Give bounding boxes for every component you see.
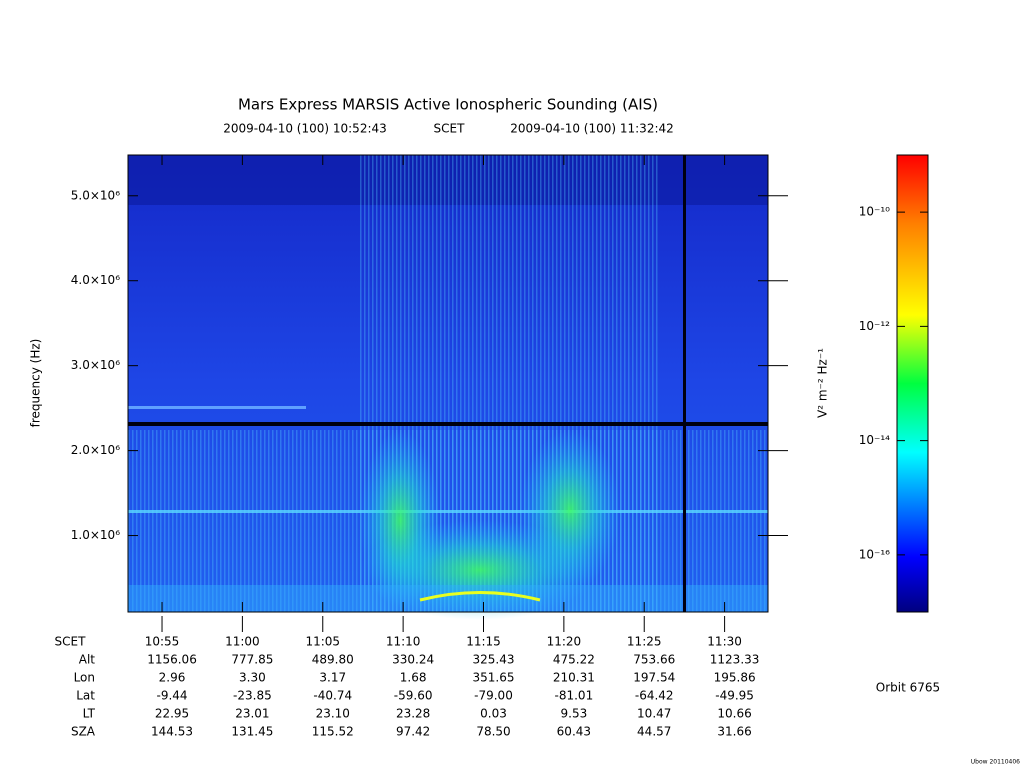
table-cell: 97.42 (396, 725, 430, 739)
chart-title: Mars Express MARSIS Active Ionospheric S… (238, 96, 658, 114)
start-time: 2009-04-10 (100) 10:52:43 (223, 122, 387, 136)
y-tick-label: 3.0×10⁶ (71, 358, 120, 372)
table-cell: 78.50 (476, 725, 510, 739)
table-row-label: LT (83, 707, 96, 721)
table-cell: -23.85 (233, 689, 272, 703)
table-cell: -40.74 (313, 689, 352, 703)
x-tick-label: 11:15 (466, 635, 501, 649)
colorbar-tick-label: 10⁻¹² (859, 319, 890, 333)
x-tick-label: 11:10 (386, 635, 421, 649)
table-cell: 1.68 (400, 671, 427, 685)
table-row-label: Lat (76, 689, 95, 703)
table-row-label: Alt (79, 653, 96, 667)
y-tick-label: 2.0×10⁶ (71, 443, 120, 457)
table-cell: 60.43 (557, 725, 591, 739)
table-cell: 23.01 (235, 707, 269, 721)
colorbar (896, 154, 929, 613)
table-row-label: SZA (71, 725, 96, 739)
table-cell: -79.00 (474, 689, 513, 703)
table-cell: 0.03 (480, 707, 507, 721)
table-row-label: SCET (55, 635, 87, 649)
table-cell: 22.95 (155, 707, 189, 721)
y-tick-label: 1.0×10⁶ (71, 528, 120, 542)
table-cell: 23.10 (316, 707, 350, 721)
table-cell: 197.54 (633, 671, 675, 685)
y-tick-label: 5.0×10⁶ (71, 188, 120, 202)
table-cell: 1156.06 (147, 653, 197, 667)
table-cell: 1123.33 (710, 653, 760, 667)
table-cell: 9.53 (561, 707, 588, 721)
table-cell: 475.22 (553, 653, 595, 667)
table-cell: 10.47 (637, 707, 671, 721)
table-cell: 2.96 (159, 671, 186, 685)
colorbar-tick-label: 10⁻¹⁰ (859, 205, 890, 219)
table-cell: 325.43 (472, 653, 514, 667)
table-cell: 131.45 (231, 725, 273, 739)
table-cell: 31.66 (717, 725, 751, 739)
scet-header: SCET (434, 122, 466, 136)
x-tick-label: 11:25 (627, 635, 662, 649)
x-tick-label: 11:30 (707, 635, 742, 649)
table-cell: 330.24 (392, 653, 434, 667)
table-cell: 489.80 (312, 653, 354, 667)
table-cell: 753.66 (633, 653, 675, 667)
table-cell: 44.57 (637, 725, 671, 739)
table-cell: 351.65 (472, 671, 514, 685)
colorbar-tick-label: 10⁻¹⁶ (859, 547, 890, 561)
x-tick-label: 10:55 (145, 635, 180, 649)
table-cell: -59.60 (394, 689, 433, 703)
y-axis-label: frequency (Hz) (29, 339, 43, 428)
table-cell: 3.30 (239, 671, 266, 685)
spectrogram (128, 155, 768, 620)
x-tick-label: 11:00 (225, 635, 260, 649)
table-cell: 144.53 (151, 725, 193, 739)
orbit: Orbit 6765 (876, 681, 940, 695)
table-cell: 3.17 (319, 671, 346, 685)
table-cell: 115.52 (312, 725, 354, 739)
end-time: 2009-04-10 (100) 11:32:42 (510, 122, 674, 136)
x-tick-label: 11:20 (547, 635, 582, 649)
table-cell: -49.95 (715, 689, 754, 703)
table-cell: 10.66 (717, 707, 751, 721)
table-cell: 777.85 (231, 653, 273, 667)
x-tick-label: 11:05 (305, 635, 340, 649)
table-cell: 210.31 (553, 671, 595, 685)
table-cell: -64.42 (635, 689, 674, 703)
table-cell: -81.01 (555, 689, 594, 703)
y-tick-label: 4.0×10⁶ (71, 273, 120, 287)
colorbar-tick-label: 10⁻¹⁴ (859, 433, 890, 447)
table-row-label: Lon (74, 671, 95, 685)
credit: Ubow 20110406 (971, 759, 1020, 766)
table-cell: -9.44 (156, 689, 187, 703)
table-cell: 23.28 (396, 707, 430, 721)
colorbar-label: V² m⁻² Hz⁻¹ (816, 348, 830, 418)
table-cell: 195.86 (714, 671, 756, 685)
plot-frame (127, 154, 769, 613)
